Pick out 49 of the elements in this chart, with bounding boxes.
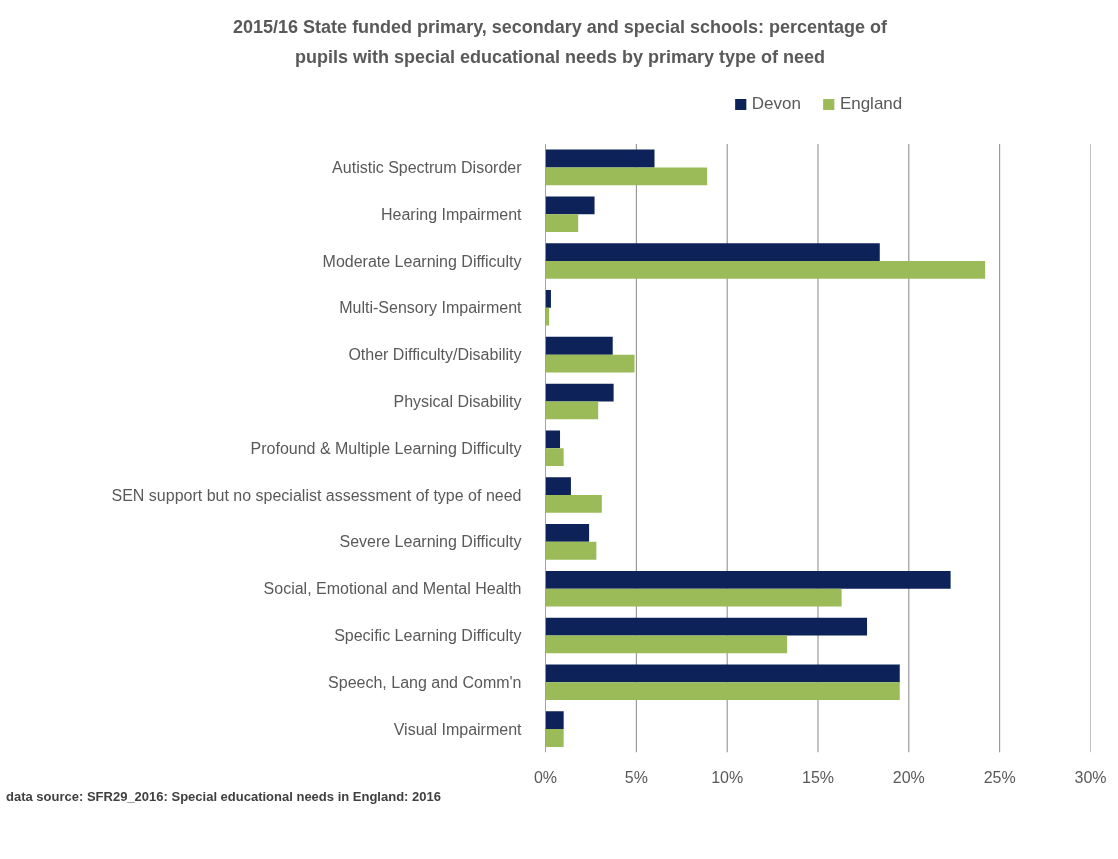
x-tick-label: 25% (983, 768, 1016, 786)
y-tick-label: Profound & Multiple Learning Difficulty (250, 439, 522, 457)
bar (545, 167, 708, 186)
bar (545, 261, 986, 279)
x-tick-label: 0% (533, 768, 558, 786)
bar (545, 635, 788, 654)
y-tick-label: Specific Learning Difficulty (334, 626, 522, 644)
x-tick-label: 10% (711, 768, 744, 786)
bar (545, 149, 655, 168)
chart-title: 2015/16 State funded primary, secondary and special schools: percentage of pupils with special educational needs by primary type of need (232, 16, 888, 69)
bar (545, 430, 561, 449)
bar (545, 448, 564, 467)
bar (545, 495, 602, 513)
bar (545, 214, 579, 232)
bar (545, 729, 564, 747)
y-tick-label: Visual Impairment (393, 720, 523, 738)
bar (545, 570, 951, 589)
bar (545, 682, 900, 701)
bar (545, 336, 613, 355)
bar (545, 401, 599, 420)
y-tick-label: Hearing Impairment (381, 205, 523, 223)
bar (545, 541, 597, 560)
bar (545, 664, 900, 683)
y-tick-label: SEN support but no specialist assessment of type of need (111, 486, 522, 504)
bar (545, 196, 595, 215)
y-tick-label: Autistic Spectrum Disorder (332, 158, 523, 176)
y-tick-label: Other Difficulty/Disability (348, 346, 522, 364)
x-tick-label: 5% (624, 768, 648, 786)
y-tick-label: Speech, Lang and Comm'n (328, 673, 522, 691)
legend-label: Devon (751, 94, 801, 114)
y-tick-label: Severe Learning Difficulty (339, 533, 522, 551)
bar (545, 588, 842, 607)
y-tick-label: Moderate Learning Difficulty (322, 252, 522, 270)
bar (545, 243, 880, 262)
bar (545, 711, 564, 730)
bar (545, 617, 868, 636)
y-tick-label: Multi-Sensory Impairment (339, 299, 523, 317)
y-tick-label: Social, Emotional and Mental Health (263, 580, 522, 598)
bar (545, 290, 551, 308)
x-tick-label: 20% (892, 768, 925, 786)
y-tick-label: Physical Disability (393, 392, 522, 410)
source-note: data source: SFR29_2016: Special educational needs in England: 2016 (6, 788, 441, 806)
bar (545, 524, 590, 542)
x-tick-label: 15% (801, 768, 835, 786)
bar (545, 383, 614, 402)
bar (545, 477, 571, 496)
x-tick-label: 30% (1074, 768, 1107, 786)
bar (545, 354, 635, 373)
legend-label: England (839, 94, 903, 114)
